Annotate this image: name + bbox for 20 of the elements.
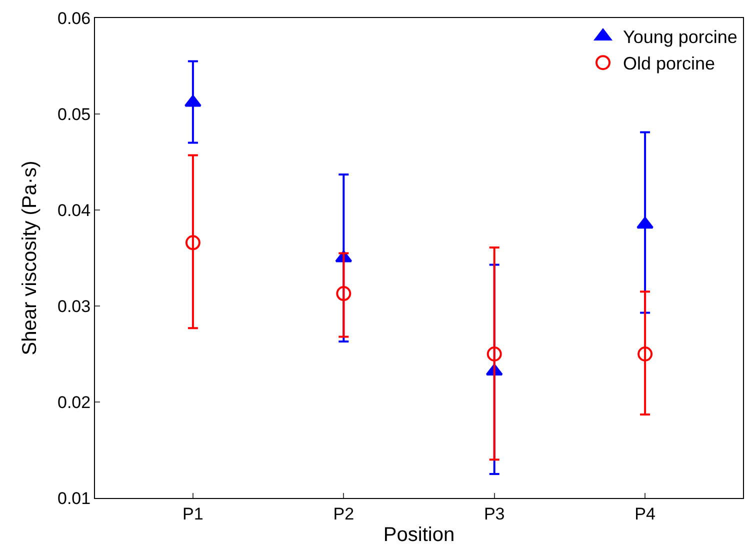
point	[184, 94, 202, 107]
x-tick-label: P2	[333, 504, 354, 524]
y-tick-label: 0.02	[58, 392, 91, 412]
y-tick-label: 0.06	[58, 8, 91, 28]
y-tick-label: 0.01	[58, 488, 91, 508]
legend-label: Young porcine	[623, 27, 738, 48]
point	[486, 346, 502, 362]
x-axis-title: Position	[383, 524, 455, 546]
point	[636, 216, 654, 229]
y-tick-label: 0.03	[58, 296, 91, 316]
x-tick-label: P3	[484, 504, 505, 524]
y-axis-title: Shear viscosity (Pa·s)	[19, 160, 42, 356]
y-tick-label: 0.05	[58, 104, 91, 124]
x-tick-label: P4	[634, 504, 656, 524]
point	[336, 286, 352, 302]
point	[185, 235, 200, 250]
y-tick-label: 0.04	[58, 200, 91, 220]
x-tick-label: P1	[182, 504, 204, 524]
point	[638, 346, 653, 362]
legend-label: Old porcine	[623, 54, 716, 74]
